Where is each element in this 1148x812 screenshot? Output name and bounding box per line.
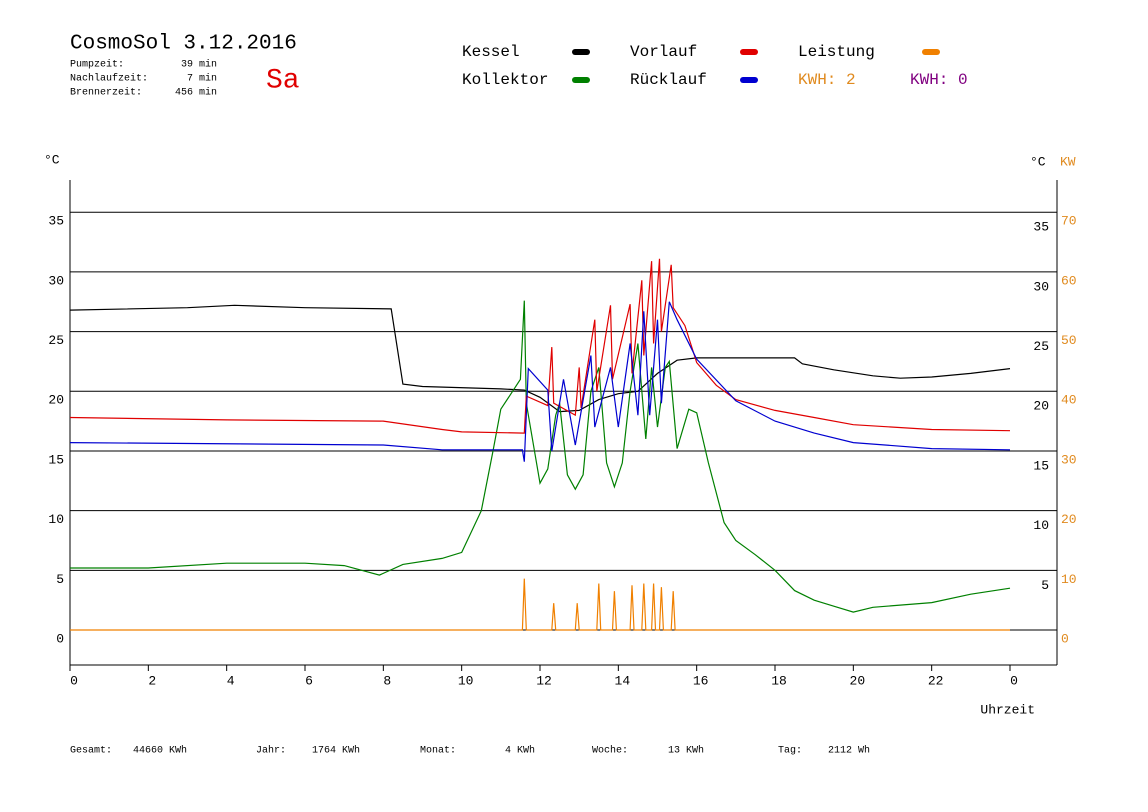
- y2-tick-label: 60: [1061, 273, 1077, 288]
- series-line: [69, 258, 1011, 434]
- x-tick-label: 14: [615, 673, 631, 688]
- y-right-axis-label: °C: [1030, 154, 1046, 169]
- y-tick-label: 30: [48, 273, 64, 288]
- legend-label: Leistung: [798, 43, 875, 61]
- total-value: 4 KWh: [505, 745, 535, 757]
- y2-tick-label: 70: [1061, 214, 1077, 229]
- y-right-tick-label: 25: [1033, 339, 1049, 354]
- y-tick-label: 5: [56, 572, 64, 587]
- legend-label: Kollektor: [462, 71, 548, 89]
- y-tick-label: 10: [48, 512, 64, 527]
- legend-label: Rücklauf: [630, 71, 707, 89]
- x-tick-label: 8: [383, 673, 391, 688]
- y-tick-label: 25: [48, 333, 64, 348]
- series-line: [70, 300, 1011, 613]
- x-axis-label: Uhrzeit: [980, 702, 1035, 717]
- x-tick-label: 4: [227, 673, 235, 688]
- y-right-tick-label: 15: [1033, 458, 1049, 473]
- x-tick-label: 16: [693, 673, 709, 688]
- chart-title: CosmoSol 3.12.2016: [70, 33, 297, 56]
- stat-label: Nachlaufzeit:: [70, 73, 148, 85]
- x-tick-label: 12: [536, 673, 552, 688]
- kwh-label: KWH: 0: [910, 71, 968, 89]
- x-tick-label: 0: [1010, 673, 1018, 688]
- x-tick-label: 22: [928, 673, 944, 688]
- y-tick-label: 15: [48, 452, 64, 467]
- legend-label: Kessel: [462, 43, 520, 61]
- x-tick-label: 20: [850, 673, 866, 688]
- y-tick-label: 0: [56, 631, 64, 646]
- total-label: Woche:: [592, 745, 628, 757]
- y-axis-label: °C: [44, 152, 60, 167]
- y-right-tick-label: 10: [1033, 518, 1049, 533]
- y-right-tick-label: 30: [1033, 279, 1049, 294]
- stat-label: Pumpzeit:: [70, 59, 124, 71]
- y-right-tick-label: 35: [1033, 220, 1049, 235]
- series-line: [70, 578, 1010, 631]
- total-value: 1764 KWh: [312, 745, 360, 757]
- y2-tick-label: 10: [1061, 572, 1077, 587]
- total-label: Gesamt:: [70, 746, 112, 757]
- y-tick-label: 20: [48, 393, 64, 408]
- total-value: 13 KWh: [668, 745, 704, 757]
- stat-value: 7 min: [187, 73, 217, 85]
- total-label: Tag:: [778, 746, 802, 757]
- series-line: [69, 301, 1011, 462]
- x-tick-label: 18: [771, 673, 787, 688]
- kwh-label: KWH: 2: [798, 71, 856, 89]
- weekday: Sa: [266, 65, 300, 96]
- y2-tick-label: 30: [1061, 452, 1077, 467]
- legend-label: Vorlauf: [630, 43, 697, 61]
- y2-tick-label: 50: [1061, 333, 1077, 348]
- stat-value: 39 min: [181, 59, 217, 71]
- y-right-tick-label: 20: [1033, 399, 1049, 414]
- total-value: 2112 Wh: [828, 745, 870, 757]
- total-label: Monat:: [420, 746, 456, 757]
- y-right-tick-label: 5: [1041, 578, 1049, 593]
- x-tick-label: 2: [148, 673, 156, 688]
- y2-tick-label: 40: [1061, 393, 1077, 408]
- series-line: [69, 304, 1011, 413]
- x-tick-label: 6: [305, 673, 313, 688]
- y2-tick-label: 20: [1061, 512, 1077, 527]
- y-tick-label: 35: [48, 214, 64, 229]
- y2-axis-label: KW: [1060, 154, 1076, 169]
- stat-label: Brennerzeit:: [70, 87, 142, 99]
- total-value: 44660 KWh: [133, 745, 187, 757]
- y2-tick-label: 0: [1061, 631, 1069, 646]
- total-label: Jahr:: [256, 745, 286, 757]
- stat-value: 456 min: [175, 87, 217, 99]
- x-tick-label: 10: [458, 673, 474, 688]
- x-tick-label: 0: [70, 673, 78, 688]
